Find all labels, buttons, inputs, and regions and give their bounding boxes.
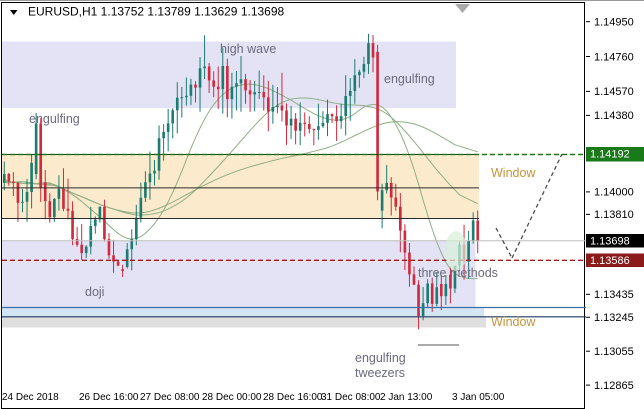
- svg-text:1.13586: 1.13586: [590, 255, 630, 267]
- svg-text:1.14760: 1.14760: [594, 51, 634, 63]
- svg-text:3 Jan 05:00: 3 Jan 05:00: [452, 392, 505, 403]
- svg-text:28 Dec 00:00: 28 Dec 00:00: [202, 392, 262, 403]
- svg-text:engulfing: engulfing: [384, 72, 435, 86]
- svg-text:engulfing: engulfing: [29, 112, 80, 126]
- svg-text:high wave: high wave: [220, 42, 276, 56]
- svg-text:EURUSD,H1 1.13752 1.13789 1.: EURUSD,H1 1.13752 1.13789 1.13629 1.1369…: [28, 5, 285, 19]
- svg-text:doji: doji: [85, 285, 104, 299]
- svg-text:1.13435: 1.13435: [594, 289, 634, 301]
- svg-text:28 Dec 16:00: 28 Dec 16:00: [263, 392, 323, 403]
- svg-text:1.14000: 1.14000: [594, 187, 634, 199]
- svg-text:1.14570: 1.14570: [594, 86, 634, 98]
- svg-text:tweezers: tweezers: [355, 366, 405, 380]
- svg-text:engulfing: engulfing: [355, 351, 406, 365]
- svg-text:27 Dec 08:00: 27 Dec 08:00: [140, 392, 200, 403]
- svg-text:1.13698: 1.13698: [590, 235, 630, 247]
- svg-text:26 Dec 16:00: 26 Dec 16:00: [79, 392, 139, 403]
- svg-text:1.14380: 1.14380: [594, 110, 634, 122]
- svg-text:1.13810: 1.13810: [594, 209, 634, 221]
- svg-text:1.13245: 1.13245: [594, 312, 634, 324]
- svg-text:1.12865: 1.12865: [594, 380, 634, 392]
- svg-text:Window: Window: [491, 166, 536, 180]
- svg-text:1.13055: 1.13055: [594, 346, 634, 358]
- svg-text:2 Jan 13:00: 2 Jan 13:00: [380, 392, 433, 403]
- svg-text:1.14192: 1.14192: [590, 149, 630, 161]
- svg-text:1.14950: 1.14950: [594, 17, 634, 29]
- svg-text:24 Dec 2018: 24 Dec 2018: [2, 392, 59, 403]
- svg-text:31 Dec 08:00: 31 Dec 08:00: [321, 392, 381, 403]
- svg-text:Window: Window: [491, 315, 536, 329]
